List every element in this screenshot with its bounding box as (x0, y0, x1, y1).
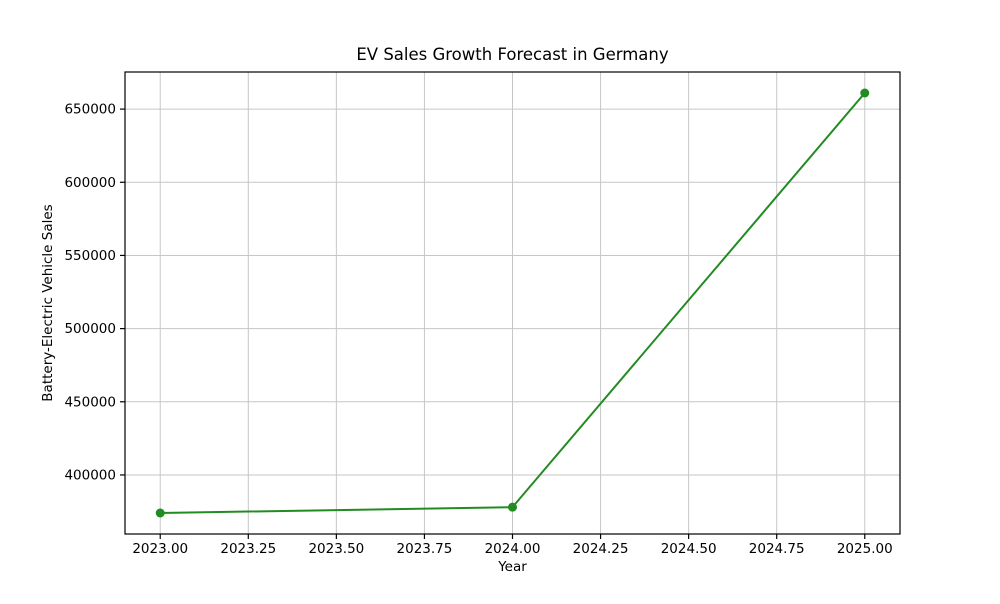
y-tick-label: 650000 (64, 102, 116, 118)
data-point-marker (508, 502, 517, 512)
y-tick-label: 500000 (64, 321, 116, 337)
x-axis-label: Year (498, 559, 527, 575)
y-tick-label: 550000 (64, 248, 116, 264)
y-tick-label: 400000 (64, 467, 116, 483)
y-axis-label: Battery-Electric Vehicle Sales (40, 204, 56, 402)
y-tick-label: 600000 (64, 175, 116, 191)
x-tick-label: 2023.25 (220, 541, 276, 557)
x-tick-label: 2025.00 (837, 541, 893, 557)
x-tick-label: 2024.75 (749, 541, 805, 557)
x-tick-label: 2024.50 (661, 541, 717, 557)
y-tick-label: 450000 (64, 394, 116, 410)
x-tick-label: 2024.00 (485, 541, 541, 557)
data-point-marker (155, 508, 165, 518)
chart-title: EV Sales Growth Forecast in Germany (356, 45, 669, 64)
x-tick-label: 2023.75 (397, 541, 453, 557)
x-tick-label: 2024.25 (573, 541, 629, 557)
x-tick-label: 2023.50 (308, 541, 364, 557)
data-point-marker (860, 88, 870, 98)
x-tick-label: 2023.00 (132, 541, 188, 557)
